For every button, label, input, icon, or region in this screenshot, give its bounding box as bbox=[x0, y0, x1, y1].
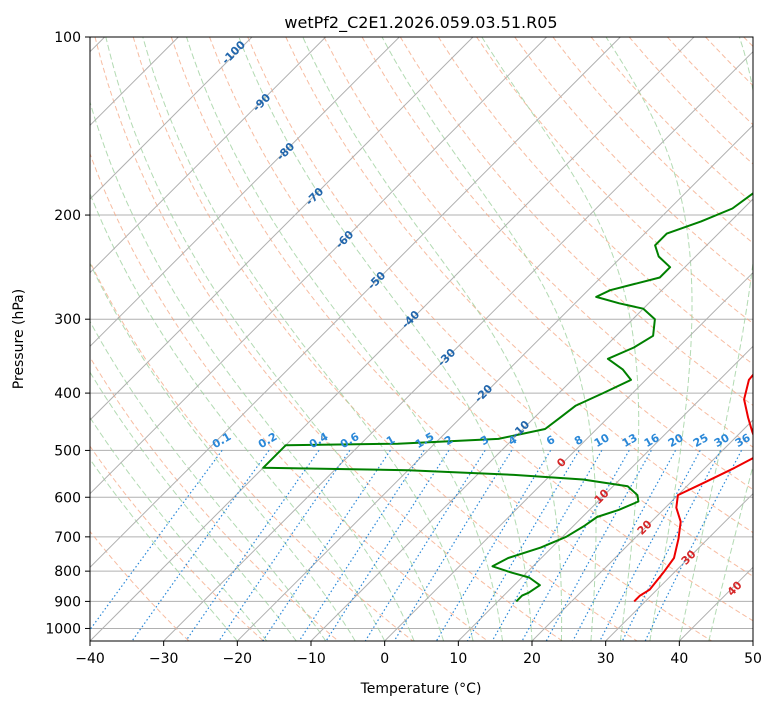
moist-adiabat bbox=[142, 37, 474, 641]
isotherm-line bbox=[90, 37, 548, 495]
dry-adiabat bbox=[476, 37, 753, 325]
dry-adiabat bbox=[90, 530, 190, 641]
mixing-ratio-line bbox=[131, 450, 270, 641]
dry-adiabat bbox=[90, 152, 488, 641]
y-tick-label: 400 bbox=[54, 386, 81, 402]
mixing-ratio-line bbox=[644, 450, 743, 641]
mixing-ratio-line bbox=[599, 450, 701, 641]
dry-adiabat bbox=[399, 37, 753, 407]
isotherm-line bbox=[531, 419, 753, 641]
moist-adiabat bbox=[105, 37, 445, 641]
y-tick-label: 500 bbox=[54, 443, 81, 459]
mixing-ratio-line bbox=[545, 450, 652, 641]
x-tick-label: 20 bbox=[523, 651, 541, 667]
moist-adiabat bbox=[90, 262, 356, 641]
y-axis-ticks: 100 200 300 400 500 600 700 800 900 1000 bbox=[45, 30, 90, 637]
dry-adiabat bbox=[514, 37, 753, 284]
isotherm-line bbox=[163, 50, 753, 641]
isotherm-line bbox=[90, 37, 253, 200]
moist-adiabats bbox=[90, 37, 753, 641]
mixing-ratio-line bbox=[364, 450, 486, 641]
dry-adiabat bbox=[90, 445, 264, 641]
moist-adiabat bbox=[302, 37, 563, 641]
dry-adiabat bbox=[90, 356, 339, 641]
pressure-gridlines bbox=[90, 37, 753, 629]
y-tick-label: 100 bbox=[54, 30, 81, 46]
mixing-ratio-line bbox=[393, 450, 513, 641]
y-tick-label: 800 bbox=[54, 564, 81, 580]
mixing-ratio-lines bbox=[90, 450, 743, 641]
mixing-ratio-line bbox=[621, 450, 722, 641]
y-tick-label: 900 bbox=[54, 594, 81, 610]
isotherm-line bbox=[90, 37, 400, 348]
isotherm-line bbox=[605, 492, 753, 641]
dry-adiabat bbox=[170, 37, 712, 641]
dry-adiabat bbox=[209, 37, 753, 622]
moist-adiabat bbox=[90, 416, 268, 641]
dewpoint-profile bbox=[262, 192, 753, 603]
y-tick-label: 1000 bbox=[45, 621, 81, 637]
x-tick-label: −20 bbox=[223, 651, 253, 667]
moist-adiabat bbox=[238, 37, 533, 641]
isotherm-line bbox=[310, 198, 753, 641]
y-axis-label: Pressure (hPa) bbox=[11, 289, 27, 389]
y-tick-label: 300 bbox=[54, 312, 81, 328]
y-tick-label: 600 bbox=[54, 490, 81, 506]
x-tick-label: 40 bbox=[670, 651, 688, 667]
isotherm-line bbox=[90, 37, 695, 641]
mixing-ratio-line bbox=[572, 450, 677, 641]
plot-frame bbox=[89, 36, 754, 642]
x-axis-ticks: −40 −30 −20 −10 0 10 20 30 40 50 bbox=[75, 641, 762, 667]
mixing-ratio-line bbox=[90, 450, 223, 631]
temperature-profile bbox=[633, 373, 753, 603]
x-tick-label: 0 bbox=[380, 651, 389, 667]
dry-adiabat bbox=[90, 260, 414, 641]
isotherm-line bbox=[236, 124, 753, 641]
isotherm-line bbox=[90, 37, 621, 569]
data-series bbox=[262, 192, 753, 603]
skewed-isotherms bbox=[90, 37, 753, 641]
x-axis-label: Temperature (°C) bbox=[360, 681, 482, 697]
dry-adiabat bbox=[323, 37, 753, 491]
plot-area: -100-90-80-70-60-50-40-30-20-100.1 0.2 0.4… bbox=[90, 37, 753, 641]
mixing-ratio-line bbox=[262, 450, 391, 641]
moist-adiabat bbox=[381, 37, 597, 641]
x-tick-label: −30 bbox=[149, 651, 179, 667]
x-tick-label: 30 bbox=[597, 651, 615, 667]
x-tick-label: 50 bbox=[744, 651, 762, 667]
dry-adiabat bbox=[94, 37, 563, 641]
dry-adiabat bbox=[132, 37, 638, 641]
dry-adiabat bbox=[285, 37, 753, 534]
x-tick-label: 10 bbox=[449, 651, 467, 667]
moist-adiabat bbox=[90, 458, 238, 641]
y-tick-label: 200 bbox=[54, 208, 81, 224]
isotherm-line bbox=[90, 37, 327, 274]
moist-adiabat bbox=[90, 371, 297, 641]
y-tick-label: 700 bbox=[54, 530, 81, 546]
mixing-ratio-line bbox=[185, 450, 320, 641]
moist-adiabat bbox=[678, 37, 753, 641]
moist-adiabat bbox=[481, 37, 640, 641]
dry-adiabat bbox=[361, 37, 753, 448]
mixing-ratio-line bbox=[218, 450, 351, 641]
chart-title: wetPf2_C2E1.2026.059.03.51.R05 bbox=[284, 13, 557, 33]
isotherm-line bbox=[384, 271, 753, 641]
moist-adiabat bbox=[605, 37, 693, 641]
mixing-ratio-line bbox=[491, 450, 603, 641]
isotherm-line bbox=[90, 37, 474, 421]
moist-adiabat bbox=[90, 192, 386, 641]
x-tick-label: −10 bbox=[296, 651, 326, 667]
x-tick-label: −40 bbox=[75, 651, 105, 667]
